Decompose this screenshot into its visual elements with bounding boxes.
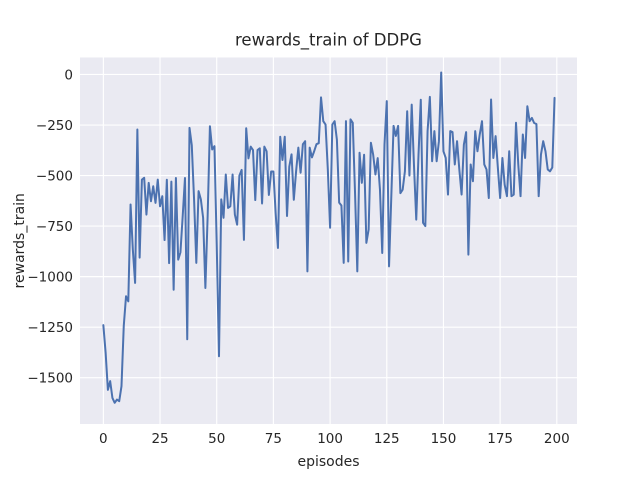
y-axis-tick-labels: 0 −250 −500 −750 −1000 −1250 −1500 bbox=[27, 67, 73, 386]
x-tick-label: 0 bbox=[99, 431, 108, 447]
series-line-rewards_train bbox=[102, 71, 556, 404]
chart-title: rewards_train of DDPG bbox=[235, 31, 422, 51]
x-tick-label: 125 bbox=[374, 431, 400, 447]
y-tick-label: −1500 bbox=[27, 371, 73, 387]
y-tick-label: 0 bbox=[64, 67, 73, 83]
x-tick-label: 100 bbox=[317, 431, 343, 447]
y-tick-label: −250 bbox=[36, 118, 73, 134]
y-tick-label: −1000 bbox=[27, 269, 73, 285]
y-tick-label: −500 bbox=[36, 168, 73, 184]
y-tick-label: −1250 bbox=[27, 320, 73, 336]
x-tick-label: 50 bbox=[208, 431, 225, 447]
x-axis-label: episodes bbox=[297, 454, 359, 470]
y-tick-label: −750 bbox=[36, 219, 73, 235]
x-tick-label: 25 bbox=[151, 431, 168, 447]
x-tick-label: 175 bbox=[487, 431, 513, 447]
y-axis-label: rewards_train bbox=[12, 193, 28, 288]
x-tick-label: 75 bbox=[265, 431, 282, 447]
plot-area bbox=[80, 57, 577, 424]
x-axis-tick-labels: 0 25 50 75 100 125 150 175 200 bbox=[99, 431, 570, 447]
x-tick-label: 200 bbox=[544, 431, 570, 447]
data-series bbox=[102, 71, 556, 404]
x-tick-label: 150 bbox=[431, 431, 457, 447]
